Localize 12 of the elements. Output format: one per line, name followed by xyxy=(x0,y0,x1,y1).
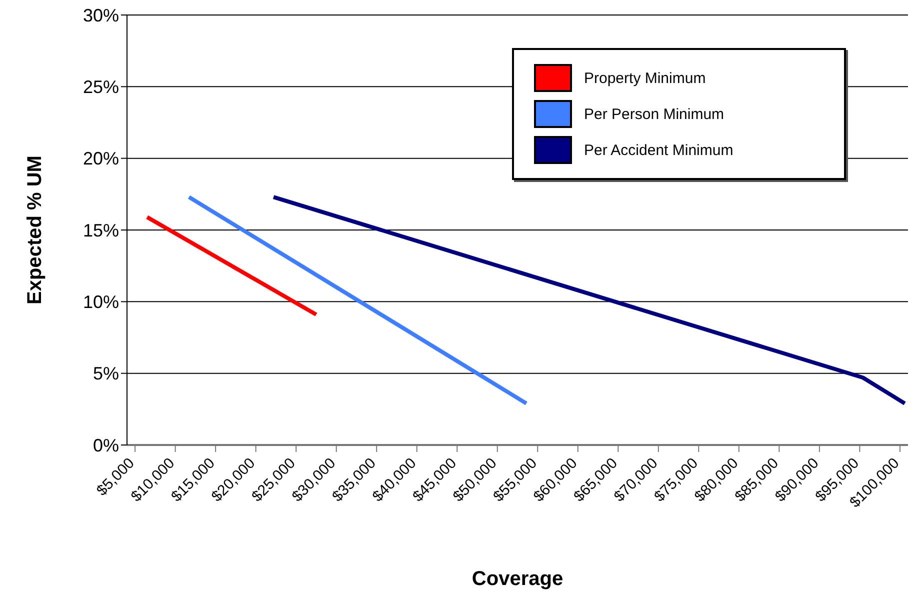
y-tick-label: 30% xyxy=(82,5,119,26)
y-tick-label: 0% xyxy=(92,435,119,456)
y-axis-title: Expected % UM xyxy=(24,156,46,304)
y-tick-label: 10% xyxy=(82,292,119,312)
y-tick-label: 25% xyxy=(82,77,119,98)
y-tick-label: 20% xyxy=(82,148,119,169)
x-axis-title: Coverage xyxy=(472,568,564,590)
legend-label: Per Person Minimum xyxy=(584,106,724,122)
legend-label: Per Accident Minimum xyxy=(584,142,734,158)
y-tick-label: 5% xyxy=(92,364,119,384)
y-tick-label: 15% xyxy=(82,220,119,240)
legend-label: Property Minimum xyxy=(584,70,706,86)
